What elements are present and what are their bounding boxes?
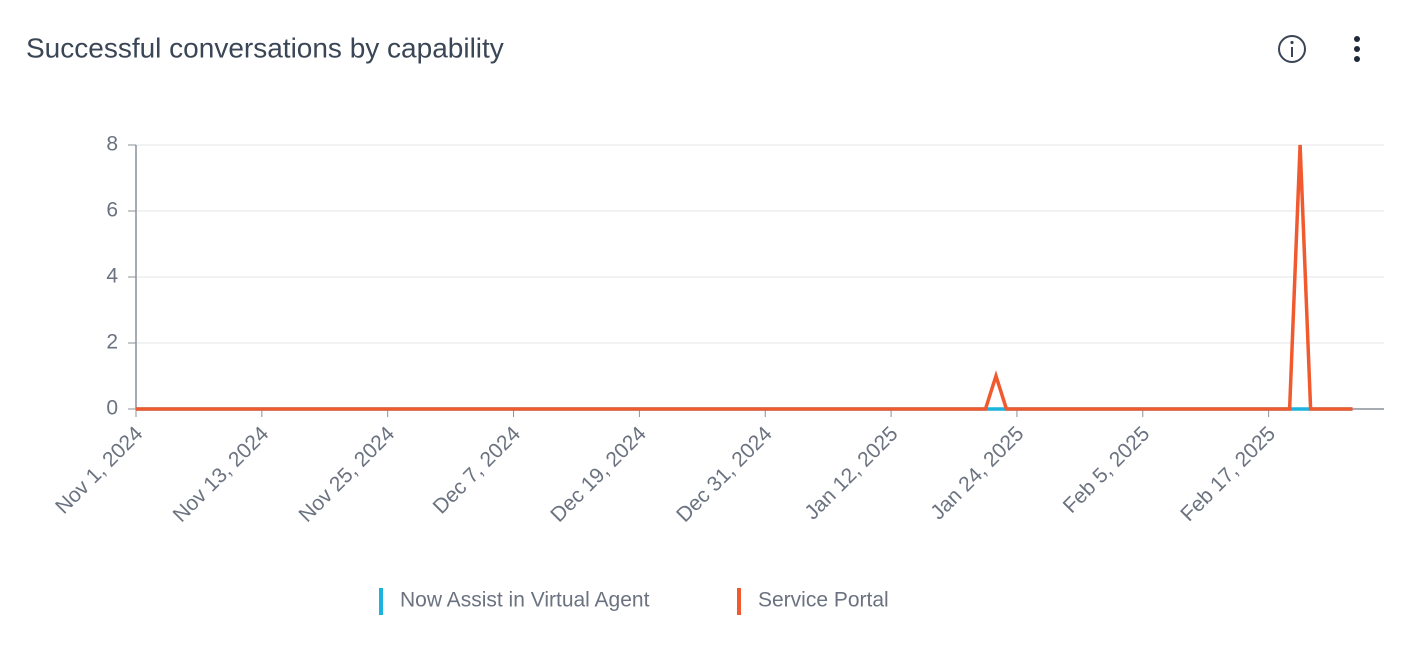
y-tick-label: 4: [106, 265, 118, 288]
y-tick-label: 8: [106, 133, 118, 156]
chart-title: Successful conversations by capability: [26, 32, 504, 63]
more-menu[interactable]: [1354, 36, 1360, 62]
x-tick-label: Dec 31, 2024: [672, 422, 777, 527]
y-tick-label: 0: [106, 397, 118, 420]
x-tick-label: Feb 5, 2025: [1059, 422, 1155, 518]
x-tick-label: Dec 19, 2024: [546, 422, 651, 527]
legend-label: Service Portal: [758, 589, 889, 612]
x-tick-label: Nov 13, 2024: [169, 422, 274, 527]
legend-swatch: [737, 588, 741, 615]
x-tick-label: Jan 24, 2025: [926, 422, 1028, 524]
x-tick-label: Nov 25, 2024: [295, 422, 400, 527]
x-tick-label: Nov 1, 2024: [51, 422, 148, 519]
x-tick-label: Dec 7, 2024: [429, 422, 526, 519]
info-button[interactable]: [1278, 35, 1306, 63]
x-tick-label: Feb 17, 2025: [1176, 422, 1280, 526]
legend-swatch: [379, 588, 383, 615]
legend-label: Now Assist in Virtual Agent: [400, 589, 650, 612]
y-tick-label: 2: [106, 331, 118, 354]
series-line: [136, 144, 1353, 411]
y-tick-label: 6: [106, 199, 118, 222]
x-tick-label: Jan 12, 2025: [800, 422, 902, 524]
